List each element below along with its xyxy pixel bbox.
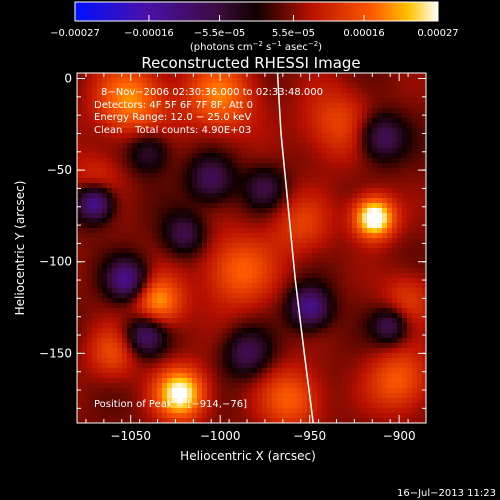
colorbar-gradient bbox=[74, 1, 439, 22]
colorbar-units: (photons cm−2 s−1 asec−2) bbox=[190, 40, 322, 53]
colorbar-tick-label: 0.00016 bbox=[343, 28, 384, 39]
colorbar-tick-label: 5.5e−05 bbox=[272, 28, 315, 39]
y-tick-label: −50 bbox=[47, 163, 72, 177]
chart-title: Reconstructed RHESSI Image bbox=[141, 54, 360, 72]
colorbar-tick-label: −0.00016 bbox=[124, 28, 174, 39]
annotation-clean: Clean Total counts: 4.90E+03 bbox=[94, 125, 251, 136]
x-tick-label: −950 bbox=[293, 429, 326, 443]
solar-limb-line bbox=[276, 73, 314, 423]
colorbar-tick-label: −0.00027 bbox=[50, 28, 100, 39]
colorbar: −0.00027 −0.00016 −5.5e−05 5.5e−05 0.00016 0.… bbox=[50, 1, 459, 53]
colorbar-tick-label: −5.5e−05 bbox=[194, 28, 246, 39]
y-tick-label: −150 bbox=[39, 346, 72, 360]
annotation-detectors: Detectors: 4F 5F 6F 7F 8F, Att 0 bbox=[94, 100, 253, 111]
y-tick-label: 0 bbox=[64, 71, 72, 85]
x-tick-label: −1050 bbox=[110, 429, 151, 443]
annotation-time-range: 8−Nov−2006 02:30:36.000 to 02:33:48.000 bbox=[101, 87, 323, 98]
annotation-energy: Energy Range: 12.0 − 25.0 keV bbox=[94, 112, 251, 123]
annotation-peak: Position of Peak = [−914,−76] bbox=[94, 399, 247, 410]
x-axis-label: Heliocentric X (arcsec) bbox=[180, 449, 316, 463]
plot-frame bbox=[76, 72, 427, 424]
heatmap-image bbox=[77, 73, 426, 423]
footer-timestamp: 16−Jul−2013 11:23 bbox=[397, 488, 496, 499]
y-tick-label: −100 bbox=[39, 255, 72, 269]
x-tick-label: −1000 bbox=[200, 429, 241, 443]
colorbar-tick-label: 0.00027 bbox=[417, 28, 458, 39]
x-tick-label: −900 bbox=[383, 429, 416, 443]
annotations: 8−Nov−2006 02:30:36.000 to 02:33:48.000 … bbox=[94, 87, 323, 410]
y-axis-label: Heliocentric Y (arcsec) bbox=[13, 181, 27, 316]
